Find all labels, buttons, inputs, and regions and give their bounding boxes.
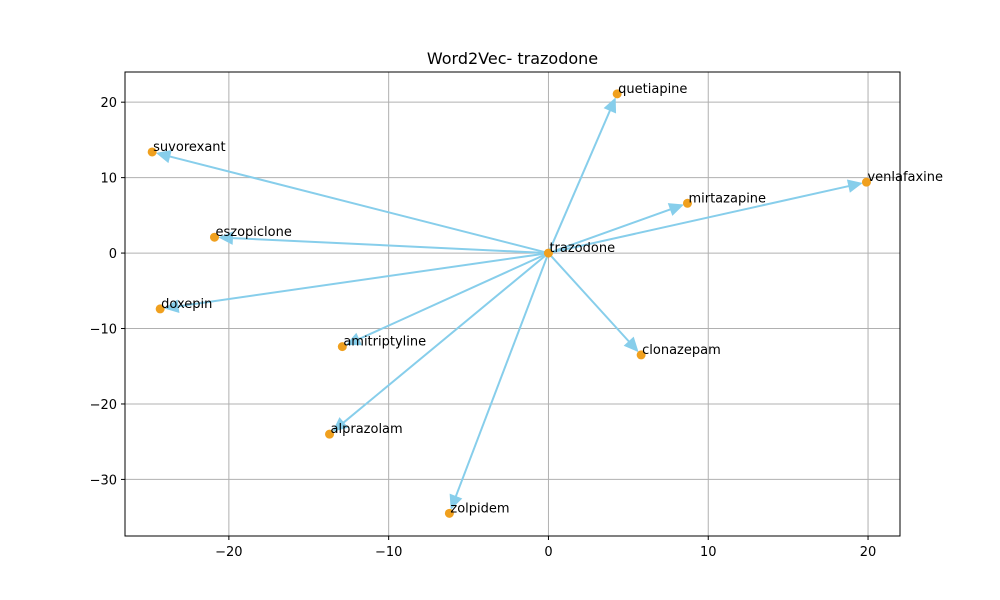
data-points — [147, 89, 871, 518]
point-quetiapine — [612, 89, 622, 99]
point-zolpidem — [444, 508, 454, 518]
arrow-quetiapine — [547, 110, 611, 254]
arrow-clonazepam — [547, 252, 630, 343]
chart-title: Word2Vec- trazodone — [427, 49, 598, 68]
grid-lines — [125, 72, 900, 536]
point-eszopiclone — [209, 232, 219, 242]
y-tick-label: −30 — [90, 473, 117, 488]
point-mirtazapine — [682, 198, 692, 208]
arrowhead-venlafaxine — [846, 179, 863, 193]
arrowhead-eszopiclone — [218, 231, 234, 245]
arrowhead-zolpidem — [449, 493, 463, 510]
point-trazodone — [543, 248, 553, 258]
arrowhead-doxepin — [163, 299, 180, 313]
x-tick-label: −20 — [215, 545, 242, 560]
arrow-mirtazapine — [548, 208, 671, 255]
point-clonazepam — [636, 350, 646, 360]
plot-frame — [124, 71, 901, 537]
axis-ticks: −20 −10 0 10 20 −30 −20 −10 0 10 20 — [90, 96, 877, 560]
label-eszopiclone: eszopiclone — [215, 225, 291, 240]
arrowhead-alprazolam — [332, 417, 349, 432]
y-tick-label: 20 — [100, 96, 117, 111]
arrowhead-suvorexant — [155, 149, 172, 164]
label-venlafaxine: venlafaxine — [867, 170, 943, 185]
y-tick-label: −10 — [90, 323, 117, 338]
point-suvorexant — [147, 147, 157, 157]
arrow-alprazolam — [342, 252, 550, 424]
arrowhead-amitriptyline — [345, 332, 362, 346]
point-alprazolam — [325, 429, 335, 439]
arrowhead-quetiapine — [603, 97, 617, 114]
arrow-venlafaxine — [548, 185, 850, 255]
label-doxepin: doxepin — [161, 297, 212, 312]
label-zolpidem: zolpidem — [450, 501, 509, 516]
y-tick-label: 10 — [100, 172, 117, 187]
label-trazodone: trazodone — [549, 241, 615, 256]
y-tick-label: −20 — [90, 398, 117, 413]
x-tick-label: 0 — [544, 545, 552, 560]
arrow-amitriptyline — [358, 252, 549, 341]
y-tick-label: 0 — [109, 247, 117, 262]
x-tick-label: 10 — [700, 545, 717, 560]
label-amitriptyline: amitriptyline — [343, 335, 426, 350]
label-alprazolam: alprazolam — [331, 422, 403, 437]
label-mirtazapine: mirtazapine — [688, 191, 766, 206]
x-tick-label: −10 — [375, 545, 402, 560]
point-labels: quetiapine suvorexant venlafaxine mirtazapi… — [153, 82, 943, 516]
x-tick-label: 20 — [860, 545, 877, 560]
arrow-suvorexant — [169, 155, 549, 255]
arrows — [155, 97, 863, 510]
point-amitriptyline — [337, 342, 347, 352]
label-clonazepam: clonazepam — [642, 343, 721, 358]
arrow-eszopiclone — [232, 237, 549, 255]
arrow-doxepin — [177, 252, 549, 308]
label-quetiapine: quetiapine — [618, 82, 687, 97]
point-venlafaxine — [861, 177, 871, 187]
arrowhead-clonazepam — [623, 336, 639, 353]
arrow-zolpidem — [454, 252, 550, 497]
point-doxepin — [155, 304, 165, 314]
label-suvorexant: suvorexant — [153, 140, 225, 155]
arrowhead-mirtazapine — [667, 203, 684, 216]
